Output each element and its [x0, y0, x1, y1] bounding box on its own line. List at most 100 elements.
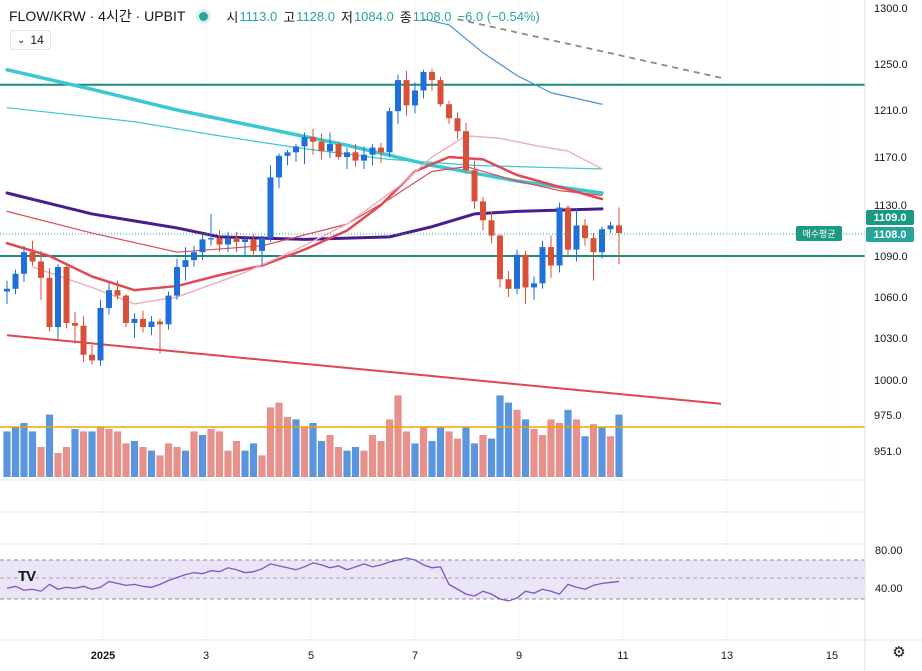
volume-bar: [564, 409, 572, 477]
price-tick-label: 1170.0: [874, 152, 907, 164]
volume-bar: [122, 443, 130, 477]
candle-body: [140, 318, 146, 328]
volume-bar: [156, 455, 164, 477]
candle-body: [123, 295, 129, 323]
volume-bar: [453, 438, 462, 477]
candle-body: [55, 266, 61, 328]
candle: [369, 144, 376, 166]
volume-bar: [139, 447, 147, 477]
candle-body: [89, 354, 95, 361]
price-tick-label: 975.0: [874, 410, 902, 422]
open-value: 1113.0: [239, 8, 278, 24]
volume-bar: [283, 417, 292, 477]
descending-red-trend-line: [6, 334, 722, 405]
volume-bar: [334, 447, 343, 477]
candle-body: [21, 252, 27, 274]
candle-body: [446, 104, 452, 119]
candle: [114, 280, 121, 300]
candle-body: [488, 220, 495, 236]
low-label: 저: [340, 9, 353, 25]
candle: [182, 247, 189, 281]
candle-body: [463, 131, 469, 171]
candle: [420, 69, 427, 99]
volume-bar: [164, 443, 173, 477]
candle-body: [182, 260, 189, 267]
price-tick-label: 1090.0: [874, 251, 908, 263]
market-status-dot: [199, 11, 209, 21]
candle: [480, 196, 486, 231]
time-axis[interactable]: 2025 3 5 7 9 11 13 15: [91, 650, 838, 662]
last-price-tag: 1108.0: [866, 227, 914, 242]
volume-bar: [215, 431, 224, 477]
candle-body: [590, 238, 597, 253]
candle-body: [80, 325, 87, 355]
candle: [539, 240, 546, 289]
candle-body: [344, 152, 350, 157]
volume-bar: [513, 409, 521, 477]
candle: [259, 235, 265, 266]
symbol-title[interactable]: FLOW/KRW · 4시간 · UPBIT: [9, 8, 186, 24]
high-value: 1128.0: [296, 8, 335, 24]
volume-bar: [130, 441, 139, 477]
candle-body: [352, 152, 359, 161]
price-axis[interactable]: 1300.0 1250.0 1210.0 1170.0 1130.0 1090.0 1060…: [874, 3, 908, 458]
candle: [131, 313, 138, 338]
candle-body: [522, 254, 529, 288]
candle: [4, 280, 10, 304]
candle: [429, 68, 435, 91]
change-value: −6.0 (−0.54%): [457, 8, 540, 24]
volume-bar: [37, 447, 45, 477]
candle: [106, 283, 112, 315]
volume-bar: [45, 414, 54, 477]
indicators-collapse-button[interactable]: ⌄ 14: [10, 30, 51, 50]
volume-bar: [105, 429, 113, 477]
time-tick-label: 13: [721, 650, 733, 662]
candle: [174, 258, 180, 300]
volume-bar: [343, 450, 351, 477]
candle: [250, 234, 257, 258]
volume-bar: [28, 431, 37, 477]
volume-bar: [504, 402, 513, 477]
candle-body: [412, 90, 418, 106]
volume-bar: [3, 431, 11, 477]
ma-cyan-thick-line: [5, 68, 604, 195]
last-price: 1108.0: [873, 229, 906, 241]
ma-blue-thin-line: [422, 18, 603, 105]
candle: [267, 165, 274, 242]
candle: [21, 245, 27, 282]
candle-body: [548, 247, 554, 266]
candle-body: [378, 147, 384, 153]
volume-bar: [496, 395, 504, 477]
volume-bar: [266, 407, 275, 477]
gear-icon[interactable]: ⚙: [892, 644, 906, 661]
volume-bar: [377, 441, 385, 477]
candle-body: [131, 318, 138, 323]
candle-body: [582, 225, 588, 239]
candle-body: [318, 141, 325, 152]
candle-body: [395, 80, 401, 112]
volume-bar: [96, 426, 105, 477]
candle-body: [420, 72, 427, 91]
candle-body: [148, 321, 155, 328]
candle: [403, 70, 410, 116]
volume-bar: [88, 431, 96, 477]
candle: [514, 249, 520, 295]
high-label: 고: [283, 9, 296, 25]
candle: [361, 146, 367, 169]
candle: [437, 76, 444, 107]
volume-bar: [445, 431, 453, 477]
rsi-band: [0, 560, 865, 599]
candle: [199, 234, 206, 261]
candle-body: [63, 266, 70, 323]
candle: [556, 202, 563, 273]
volume-bar: [62, 447, 71, 477]
volume-bar: [411, 443, 419, 477]
ma-purple-line: [5, 191, 604, 241]
volume-bar: [79, 431, 88, 477]
candle: [38, 250, 44, 300]
candle-body: [208, 238, 214, 240]
volume-bar: [385, 419, 394, 477]
candle-body: [327, 144, 333, 152]
candle-body: [106, 290, 112, 308]
